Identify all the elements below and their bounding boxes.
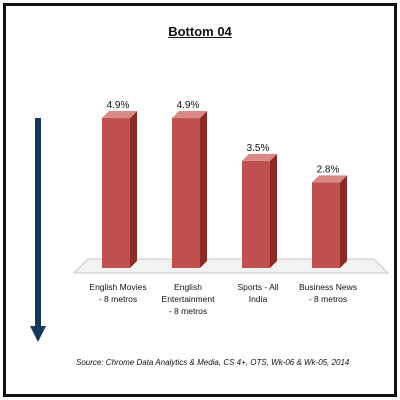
category-label: Sports - All India (237, 282, 278, 304)
data-label: 4.9% (177, 100, 200, 111)
bar-top (172, 111, 207, 119)
bar (102, 118, 130, 268)
bar-side (270, 153, 277, 268)
bar-side (200, 111, 207, 268)
chart-title: Bottom 04 (168, 24, 232, 39)
chart-frame: 4.9% English Movies - 8 metros 4.9% English E… (3, 3, 397, 397)
data-label: 3.5% (247, 143, 270, 154)
bar (242, 160, 270, 268)
bar-top (242, 153, 277, 161)
bar-chart: 4.9% English Movies - 8 metros 4.9% English E… (30, 100, 390, 342)
bar (312, 182, 340, 268)
bar-side (340, 175, 347, 268)
bar (172, 118, 200, 268)
data-label: 4.9% (107, 100, 130, 111)
bar-side (130, 111, 137, 268)
bar-top (312, 175, 347, 183)
data-label: 2.8% (317, 164, 340, 175)
category-label: Business News - 8 metros (299, 282, 357, 304)
arrow-head (30, 326, 46, 342)
source-note: Source: Chrome Data Analytics & Media, C… (76, 358, 350, 367)
bar-top (102, 111, 137, 119)
category-label: English Movies - 8 metros (89, 282, 146, 304)
chart-floor (72, 258, 390, 274)
category-label: English Entertainment - 8 metros (162, 282, 216, 316)
